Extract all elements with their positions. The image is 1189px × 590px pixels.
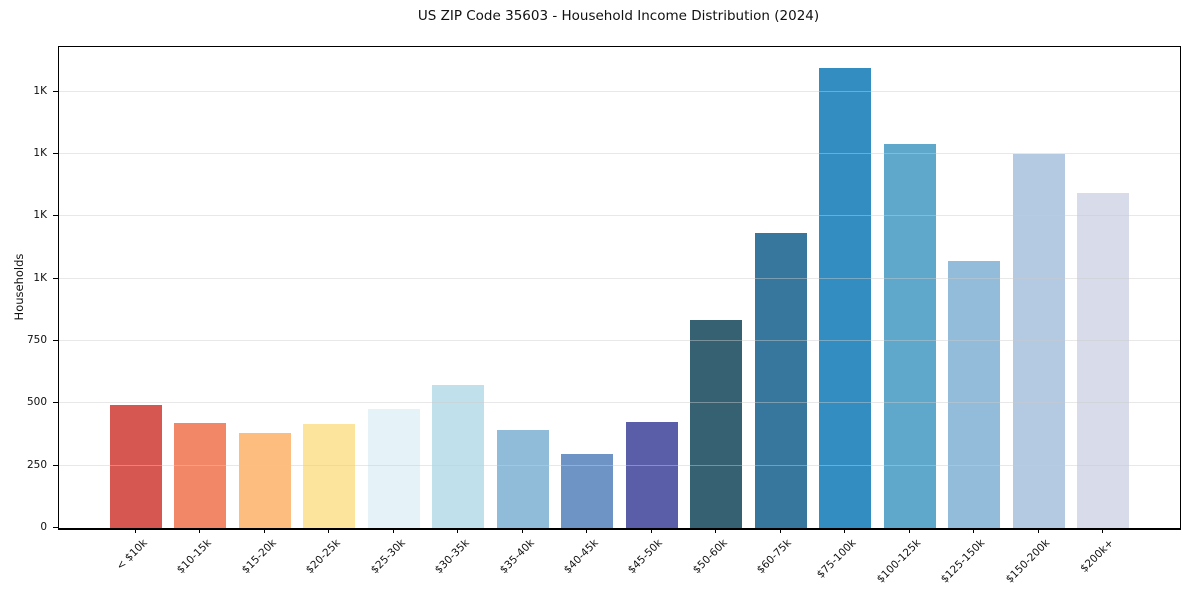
x-tick-mark <box>1037 528 1039 533</box>
x-tick-mark <box>328 528 330 533</box>
x-tick-mark <box>1102 528 1103 533</box>
x-tick-mark <box>715 528 717 533</box>
bar-$30-35k <box>432 384 485 528</box>
x-tick-label: $25-30k <box>368 537 408 577</box>
bar-$35-40k <box>496 430 549 528</box>
bar-$20-25k <box>303 424 356 528</box>
y-tick-label: 1K <box>33 147 47 160</box>
y-tick-mark <box>53 277 58 279</box>
x-tick-label: $200k+ <box>1078 537 1117 575</box>
y-tick-mark <box>53 402 58 404</box>
x-tick-mark <box>135 528 136 533</box>
x-tick-mark <box>199 528 201 533</box>
x-tick-label: $45-50k <box>626 537 666 577</box>
y-tick-label: 1K <box>33 84 47 97</box>
x-tick-label: < $10k <box>113 537 150 573</box>
x-tick-label: $40-45k <box>561 537 601 577</box>
y-tick-mark <box>53 90 58 92</box>
bar-$25-30k <box>367 408 420 528</box>
x-tick-mark <box>457 528 459 533</box>
x-tick-label: $125-150k <box>939 537 988 586</box>
bar-$45-50k <box>625 421 678 528</box>
chart-title: US ZIP Code 35603 - Household Income Dis… <box>417 8 820 24</box>
gridline <box>59 90 1180 92</box>
y-tick-mark <box>53 153 58 155</box>
y-axis-label: Households <box>12 253 26 321</box>
bar-$200k+ <box>1077 193 1129 528</box>
bar-$100-125k <box>883 144 936 528</box>
y-tick-mark <box>53 527 58 528</box>
x-tick-label: $20-25k <box>303 537 343 577</box>
x-tick-label: $10-15k <box>174 537 214 577</box>
x-tick-label: $75-100k <box>814 537 859 581</box>
y-tick-label: 250 <box>26 458 47 471</box>
bar-$75-100k <box>819 68 872 528</box>
bar-$15-20k <box>238 433 291 528</box>
y-tick-label: 500 <box>26 396 47 409</box>
y-tick-label: 1K <box>33 209 47 222</box>
x-tick-mark <box>844 528 846 533</box>
bar-$150-200k <box>1012 154 1065 528</box>
y-tick-label: 0 <box>40 521 47 533</box>
x-tick-label: $150-200k <box>1003 537 1053 586</box>
x-tick-mark <box>521 528 523 533</box>
x-tick-label: $15-20k <box>239 537 279 577</box>
x-tick-mark <box>779 528 781 533</box>
bar-$10-15k <box>174 423 227 528</box>
bar-$60-75k <box>754 233 807 528</box>
bar-$125-150k <box>948 261 1001 528</box>
plot-area <box>58 46 1181 530</box>
bar-$40-45k <box>561 453 614 528</box>
y-tick-label: 750 <box>26 334 47 347</box>
bar-< $10k <box>110 405 162 528</box>
x-tick-mark <box>263 528 265 533</box>
x-tick-label: $60-75k <box>755 537 795 577</box>
y-tick-label: 1K <box>33 271 47 284</box>
y-tick-mark <box>53 464 58 466</box>
x-tick-mark <box>973 528 975 533</box>
y-tick-mark <box>53 215 58 217</box>
bar-$50-60k <box>690 319 743 528</box>
x-tick-mark <box>586 528 588 533</box>
x-tick-label: $100-125k <box>874 537 924 586</box>
x-tick-label: $35-40k <box>497 537 537 577</box>
x-tick-mark <box>908 528 910 533</box>
x-tick-mark <box>392 528 394 533</box>
x-tick-mark <box>650 528 652 533</box>
x-tick-label: $50-60k <box>690 537 730 577</box>
y-tick-mark <box>53 340 58 342</box>
x-tick-label: $30-35k <box>432 537 472 577</box>
